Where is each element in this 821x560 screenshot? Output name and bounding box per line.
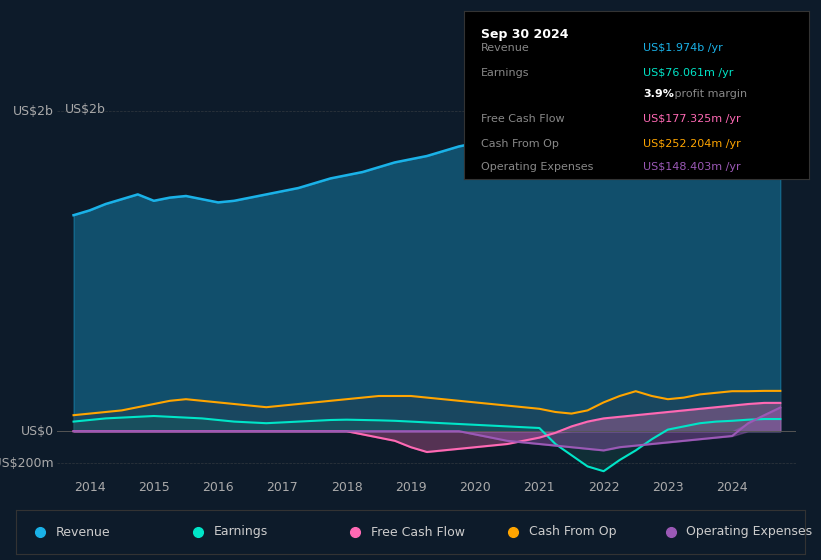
- Text: US$148.403m /yr: US$148.403m /yr: [643, 162, 741, 172]
- Text: profit margin: profit margin: [671, 88, 747, 99]
- Text: US$1.974b /yr: US$1.974b /yr: [643, 43, 723, 53]
- Text: US$252.204m /yr: US$252.204m /yr: [643, 139, 741, 149]
- Text: US$76.061m /yr: US$76.061m /yr: [643, 68, 733, 78]
- Text: 3.9%: 3.9%: [643, 88, 674, 99]
- Text: Earnings: Earnings: [481, 68, 530, 78]
- Text: Free Cash Flow: Free Cash Flow: [481, 114, 565, 124]
- Text: US$0: US$0: [21, 424, 54, 438]
- Text: Operating Expenses: Operating Expenses: [686, 525, 813, 539]
- Text: Cash From Op: Cash From Op: [481, 139, 559, 149]
- Text: Revenue: Revenue: [481, 43, 530, 53]
- Text: Revenue: Revenue: [56, 525, 111, 539]
- Text: Cash From Op: Cash From Op: [529, 525, 617, 539]
- Text: Free Cash Flow: Free Cash Flow: [371, 525, 465, 539]
- Text: Sep 30 2024: Sep 30 2024: [481, 28, 569, 41]
- Text: US$2b: US$2b: [65, 103, 106, 116]
- Text: -US$200m: -US$200m: [0, 457, 54, 470]
- Text: Earnings: Earnings: [213, 525, 268, 539]
- Text: Operating Expenses: Operating Expenses: [481, 162, 594, 172]
- Text: US$177.325m /yr: US$177.325m /yr: [643, 114, 741, 124]
- Text: US$2b: US$2b: [13, 105, 54, 118]
